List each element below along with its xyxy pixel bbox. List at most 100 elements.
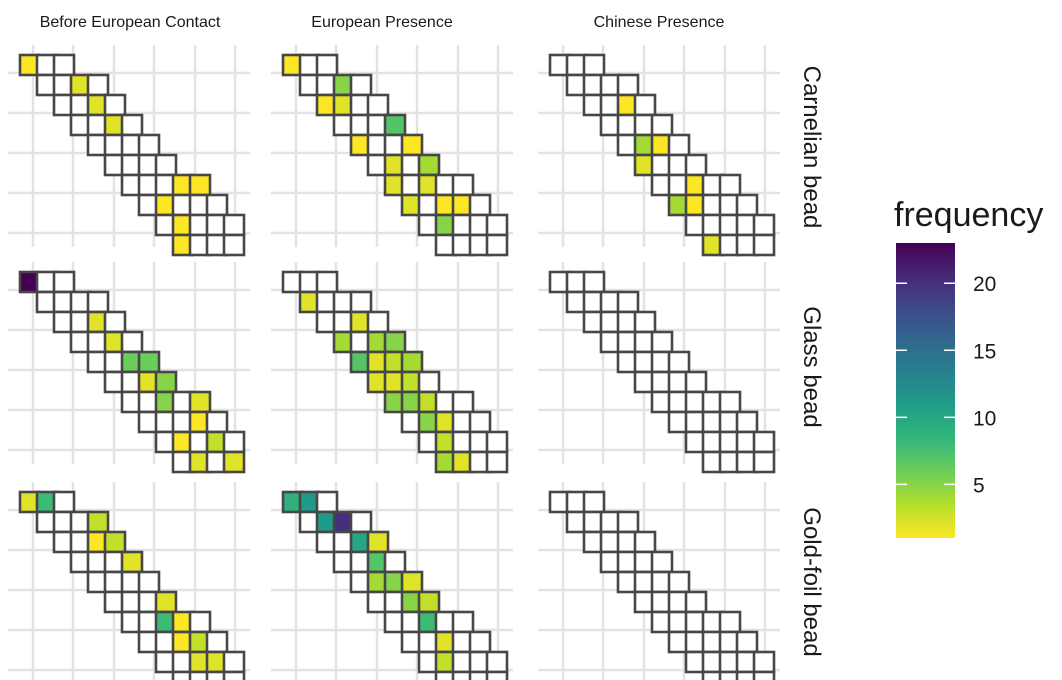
heatmap-cell-filled [383, 330, 407, 354]
heatmap-cell-filled [400, 350, 424, 374]
heatmap-cell-empty [752, 233, 776, 257]
heatmap-cell-empty [205, 410, 229, 434]
heatmap-cell-empty [205, 193, 229, 217]
heatmap-cell-filled [222, 450, 246, 474]
heatmap-cell-empty [752, 650, 776, 674]
panels-group [8, 45, 780, 680]
heatmap-cell-empty [718, 610, 742, 634]
row-strip-gold-foil-bead: Gold-foil bead [798, 507, 825, 656]
panel-chinese-presence-glass-bead [538, 262, 780, 474]
legend-ticks: 5 10 15 20 [896, 273, 996, 497]
heatmap-cell-empty [701, 670, 725, 680]
heatmap-cell-empty [582, 53, 606, 77]
heatmap-cell-empty [434, 670, 458, 680]
heatmap-cell-empty [684, 370, 708, 394]
heatmap-cell-empty [667, 133, 691, 157]
heatmap-cell-empty [752, 670, 776, 680]
heatmap-cell-empty [222, 213, 246, 237]
heatmap-cell-empty [752, 450, 776, 474]
legend-tick-label: 20 [973, 273, 996, 296]
heatmap-cell-empty [86, 73, 110, 97]
column-strips: Before European Contact European Presenc… [40, 14, 725, 31]
heatmap-cell-filled [366, 530, 390, 554]
heatmap-cell-empty [468, 670, 492, 680]
heatmap-cell-empty [366, 93, 390, 117]
heatmap-cell-empty [52, 270, 76, 294]
column-strip-chinese-presence: Chinese Presence [594, 14, 725, 31]
heatmap-cell-empty [52, 53, 76, 77]
heatmap-cell-filled [154, 370, 178, 394]
heatmap-cell-empty [52, 490, 76, 514]
heatmap-cell-empty [485, 450, 509, 474]
heatmap-cell-empty [349, 510, 373, 534]
heatmap-cell-empty [650, 550, 674, 574]
heatmap-cell-empty [417, 370, 441, 394]
heatmap-cell-filled [120, 550, 144, 574]
heatmap-cell-empty [633, 93, 657, 117]
heatmap-cell-empty [137, 133, 161, 157]
heatmap-cell-empty [485, 233, 509, 257]
heatmap-cell-filled [103, 530, 127, 554]
heatmap-cell-empty [451, 173, 475, 197]
heatmap-cell-empty [485, 650, 509, 674]
heatmap-cell-empty [222, 430, 246, 454]
legend-tick-label: 15 [973, 340, 996, 363]
heatmap-cell-filled [137, 350, 161, 374]
heatmap-cell-empty [735, 670, 759, 680]
heatmap-cell-empty [451, 670, 475, 680]
panel-european-presence-gold-foil-bead [271, 482, 513, 680]
heatmap-cell-empty [752, 430, 776, 454]
heatmap-cell-empty [188, 670, 212, 680]
heatmap-cell-empty [485, 670, 509, 680]
heatmap-cell-empty [451, 390, 475, 414]
heatmap-cell-empty [667, 350, 691, 374]
panel-european-presence-carnelian-bead [271, 45, 513, 257]
row-strips: Carnelian bead Glass bead Gold-foil bead [798, 66, 825, 657]
heatmap-cell-empty [349, 73, 373, 97]
panel-before-european-contact-glass-bead [8, 262, 250, 474]
heatmap-cell-empty [468, 410, 492, 434]
heatmap-cell-empty [735, 410, 759, 434]
heatmap-cell-empty [718, 390, 742, 414]
heatmap-cell-filled [417, 590, 441, 614]
heatmap-cell-empty [120, 113, 144, 137]
heatmap-cell-empty [222, 233, 246, 257]
heatmap-cell-empty [103, 310, 127, 334]
heatmap-cell-empty [684, 153, 708, 177]
column-strip-before-european-contact: Before European Contact [40, 14, 221, 31]
heatmap-cell-empty [205, 630, 229, 654]
heatmap-cell-empty [667, 570, 691, 594]
panel-chinese-presence-gold-foil-bead [538, 482, 780, 680]
heatmap-cell-empty [222, 670, 246, 680]
heatmap-cell-empty [616, 510, 640, 534]
panel-european-presence-glass-bead [271, 262, 513, 474]
heatmap-cell-empty [616, 73, 640, 97]
legend-tick-label: 10 [973, 407, 996, 430]
heatmap-cell-empty [120, 330, 144, 354]
heatmap-cell-empty [315, 270, 339, 294]
heatmap-cell-empty [349, 290, 373, 314]
legend-colorbar [896, 243, 955, 538]
column-strip-european-presence: European Presence [311, 14, 453, 31]
heatmap-cell-empty [315, 490, 339, 514]
heatmap-cell-empty [222, 650, 246, 674]
heatmap-cell-empty [205, 670, 229, 680]
heatmap-cell-filled [154, 590, 178, 614]
heatmap-cell-empty [86, 290, 110, 314]
heatmap-cell-filled [188, 390, 212, 414]
legend: frequency 5 10 15 20 [894, 196, 1043, 538]
legend-tick-label: 5 [973, 474, 985, 497]
heatmap-cell-filled [383, 113, 407, 137]
heatmap-cell-empty [485, 213, 509, 237]
panel-before-european-contact-carnelian-bead [8, 45, 250, 257]
row-strip-carnelian-bead: Carnelian bead [798, 66, 825, 229]
heatmap-cell-empty [468, 630, 492, 654]
legend-title: frequency [894, 196, 1043, 234]
heatmap-cell-filled [188, 173, 212, 197]
heatmap-cell-empty [188, 610, 212, 634]
heatmap-cell-empty [582, 270, 606, 294]
heatmap-cell-empty [315, 53, 339, 77]
heatmap-cell-empty [633, 530, 657, 554]
heatmap-cell-empty [171, 670, 195, 680]
